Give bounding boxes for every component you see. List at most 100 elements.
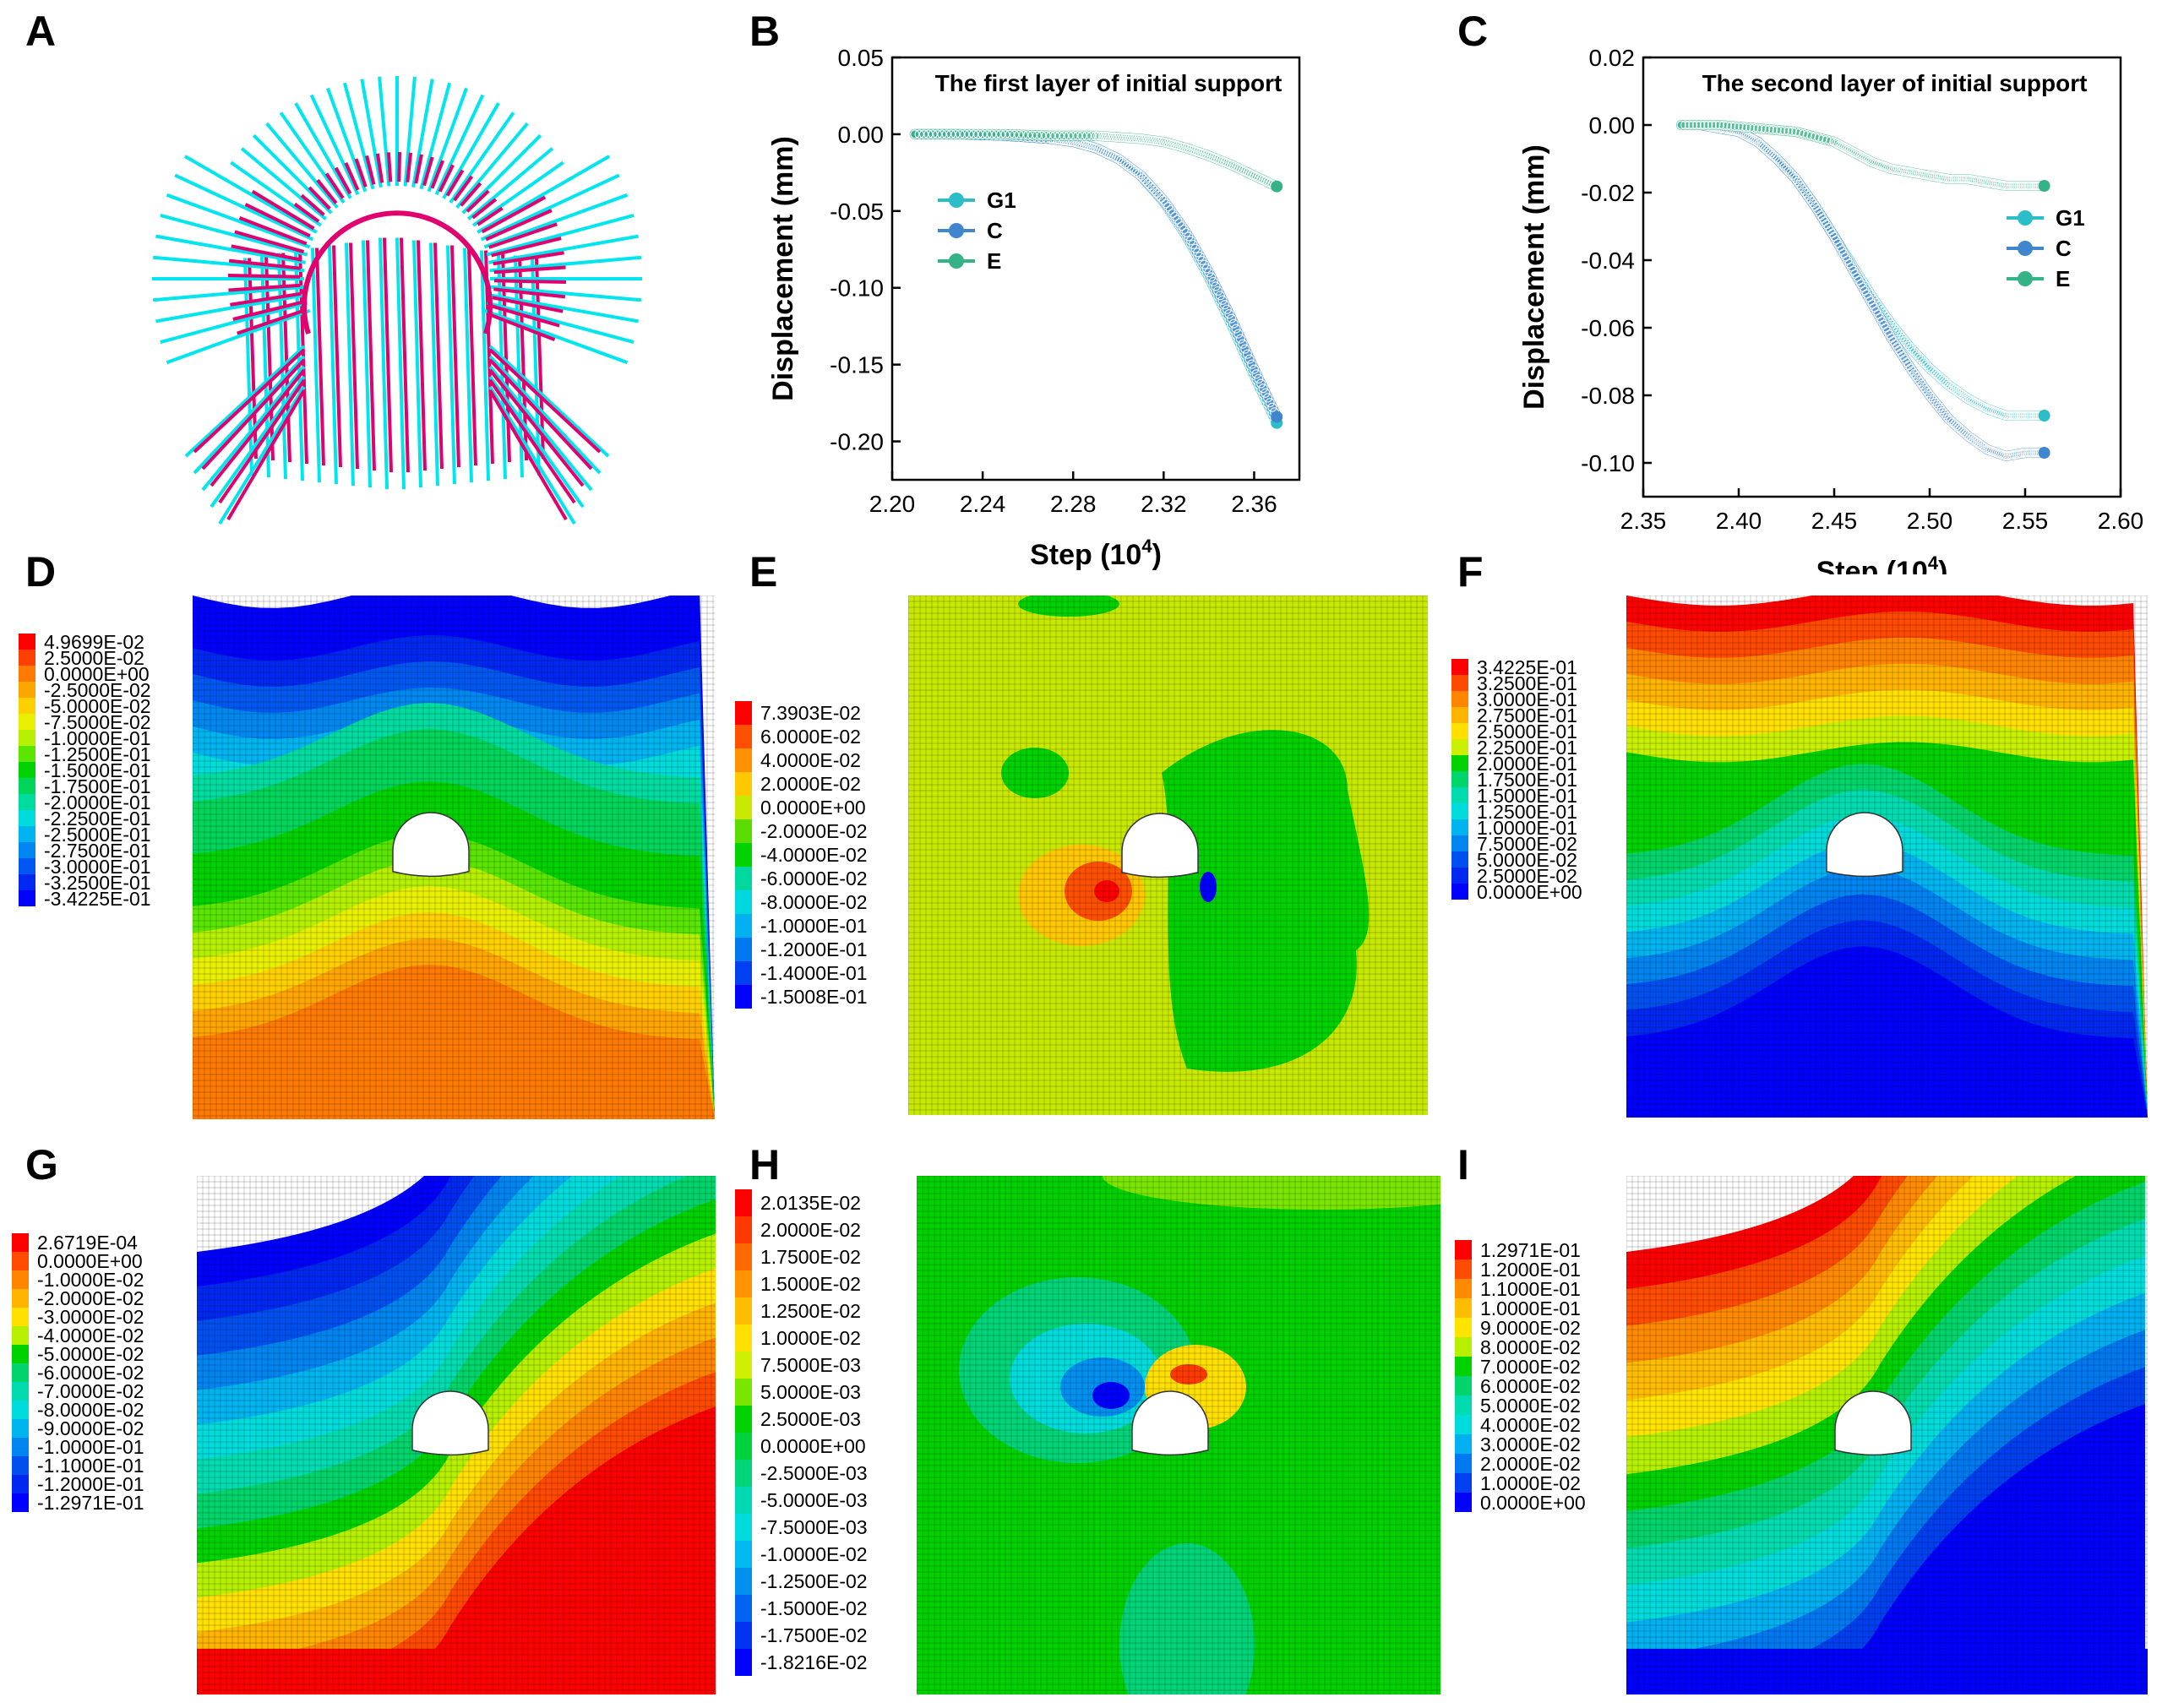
bolt (193, 355, 306, 475)
series-marker-C (1267, 402, 1277, 412)
legend-label: 1.0000E-01 (1477, 816, 1577, 839)
bolt (430, 160, 444, 189)
series-marker-E (918, 129, 929, 139)
tunnel-opening (1131, 1390, 1209, 1456)
series-marker-C (1261, 388, 1271, 398)
series-marker-E (1068, 131, 1078, 141)
bolt (366, 240, 376, 471)
contour-field-g (197, 1176, 716, 1694)
contour-band (1094, 880, 1119, 902)
series-marker-E (1684, 120, 1694, 130)
series-marker-E (1711, 120, 1721, 130)
bolt (238, 215, 308, 246)
legend-swatch (735, 985, 752, 1009)
legend-swatch (1451, 851, 1468, 868)
series-marker-E (1772, 125, 1782, 135)
bolt (230, 291, 302, 307)
series-marker-E (1776, 125, 1786, 136)
bolt (481, 195, 547, 234)
legend-label: -8.0000E-02 (760, 891, 868, 913)
legend-swatch (12, 1252, 29, 1270)
legend-swatch (735, 1433, 752, 1460)
legend-label: 2.5000E-02 (1477, 864, 1577, 887)
legend-swatch (12, 1475, 29, 1493)
legend-label: -1.8216E-02 (760, 1651, 868, 1673)
bolt (252, 133, 333, 215)
legend-swatch (12, 1363, 29, 1382)
legend-label: 7.0000E-02 (1480, 1355, 1581, 1378)
bolt (488, 389, 568, 521)
bolt (378, 76, 391, 187)
legend-swatch (1455, 1279, 1472, 1298)
contour-band (1200, 872, 1217, 902)
tunnel-opening (1121, 813, 1199, 878)
bolt (166, 193, 311, 249)
x-tick-label: 2.28 (1050, 491, 1097, 517)
bolt (293, 202, 320, 223)
y-tick-label: 0.00 (838, 122, 885, 148)
bolt (328, 245, 338, 485)
legend-label: 0.0000E+00 (37, 1250, 143, 1272)
legend-swatch (19, 682, 35, 698)
series-end-C (2038, 447, 2050, 459)
legend-label: -1.4000E-01 (760, 962, 868, 984)
series-marker-E (1764, 124, 1774, 134)
bolt (311, 247, 321, 483)
legend-swatch (735, 1514, 752, 1541)
bolt (218, 378, 306, 504)
legend-label: -2.7500E-01 (44, 839, 151, 862)
series-marker-E (991, 129, 1001, 139)
bolt (493, 287, 566, 299)
tunnel-opening (411, 1390, 489, 1456)
legend-label: 3.2500E-01 (1477, 672, 1577, 694)
bolt (438, 164, 455, 193)
legend-label: -6.0000E-02 (37, 1362, 144, 1384)
legend-swatch (735, 1379, 752, 1406)
legend-label: 1.5000E-02 (760, 1273, 861, 1295)
series-marker-E (941, 129, 951, 139)
bolt (488, 345, 610, 458)
y-tick-label: -0.08 (1581, 383, 1635, 409)
legend-label: -2.2500E-01 (44, 807, 151, 830)
bolt (237, 308, 306, 335)
bolt (395, 237, 406, 490)
legend-label: -9.0000E-02 (37, 1417, 144, 1439)
legend-swatch (735, 1622, 752, 1649)
series-marker-E (1680, 120, 1691, 130)
legend-swatch (735, 748, 752, 772)
legend-label: 0.0000E+00 (44, 662, 150, 685)
contour-band (1626, 998, 2148, 1118)
series-marker-C (1265, 397, 1275, 408)
series-marker-E (1037, 130, 1047, 140)
bolt (326, 87, 368, 193)
chart-title: The second layer of initial support (1702, 70, 2088, 96)
series-marker-E (1059, 131, 1070, 141)
series-marker-C (1262, 393, 1273, 403)
legend-swatch (1455, 1376, 1472, 1395)
series-marker-C (1235, 334, 1245, 344)
contour-band (1119, 1543, 1255, 1694)
bolt (403, 76, 417, 187)
legend-label: -1.5000E-02 (760, 1597, 868, 1619)
legend-label: 7.5000E-03 (760, 1354, 861, 1376)
legend-label: 2.0000E-02 (760, 773, 861, 795)
series-end-E (2038, 180, 2050, 192)
bolt (445, 169, 465, 197)
series-marker-E (946, 129, 956, 139)
contour-band (193, 1017, 715, 1119)
bolt (406, 152, 413, 182)
series-marker-E (1756, 123, 1767, 134)
bolt (300, 193, 325, 216)
bolt (488, 358, 593, 471)
series-marker-E (1749, 122, 1759, 133)
series-marker-E (910, 129, 920, 139)
contour-band (1626, 1404, 2145, 1694)
bolt (383, 237, 393, 473)
bolt (412, 240, 422, 488)
legend-label: -1.7500E-02 (760, 1624, 868, 1646)
contour-band (1162, 730, 1370, 1072)
legend-label: -3.0000E-02 (37, 1306, 144, 1328)
series-marker-C (1255, 378, 1266, 389)
bolt (488, 348, 602, 454)
bolt (491, 237, 562, 258)
